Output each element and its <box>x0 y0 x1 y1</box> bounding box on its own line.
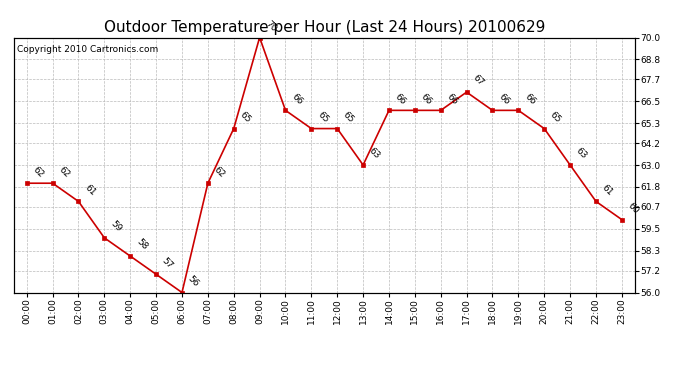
Text: 56: 56 <box>186 274 201 288</box>
Text: 57: 57 <box>160 256 175 270</box>
Text: 66: 66 <box>419 92 433 106</box>
Text: 65: 65 <box>342 110 356 125</box>
Text: 62: 62 <box>31 165 46 179</box>
Text: 65: 65 <box>315 110 330 125</box>
Text: 66: 66 <box>290 92 304 106</box>
Text: 59: 59 <box>108 219 123 234</box>
Text: 61: 61 <box>600 183 615 197</box>
Text: 58: 58 <box>135 237 149 252</box>
Text: 60: 60 <box>626 201 640 216</box>
Text: 65: 65 <box>238 110 253 125</box>
Text: 66: 66 <box>445 92 460 106</box>
Text: 62: 62 <box>57 165 71 179</box>
Text: 63: 63 <box>574 146 589 161</box>
Text: 63: 63 <box>367 146 382 161</box>
Text: 61: 61 <box>83 183 97 197</box>
Text: 66: 66 <box>522 92 537 106</box>
Text: 66: 66 <box>497 92 511 106</box>
Text: 65: 65 <box>549 110 563 125</box>
Text: 70: 70 <box>264 19 278 33</box>
Text: 67: 67 <box>471 74 485 88</box>
Text: Copyright 2010 Cartronics.com: Copyright 2010 Cartronics.com <box>17 45 158 54</box>
Text: 62: 62 <box>212 165 226 179</box>
Text: 66: 66 <box>393 92 408 106</box>
Title: Outdoor Temperature per Hour (Last 24 Hours) 20100629: Outdoor Temperature per Hour (Last 24 Ho… <box>104 20 545 35</box>
